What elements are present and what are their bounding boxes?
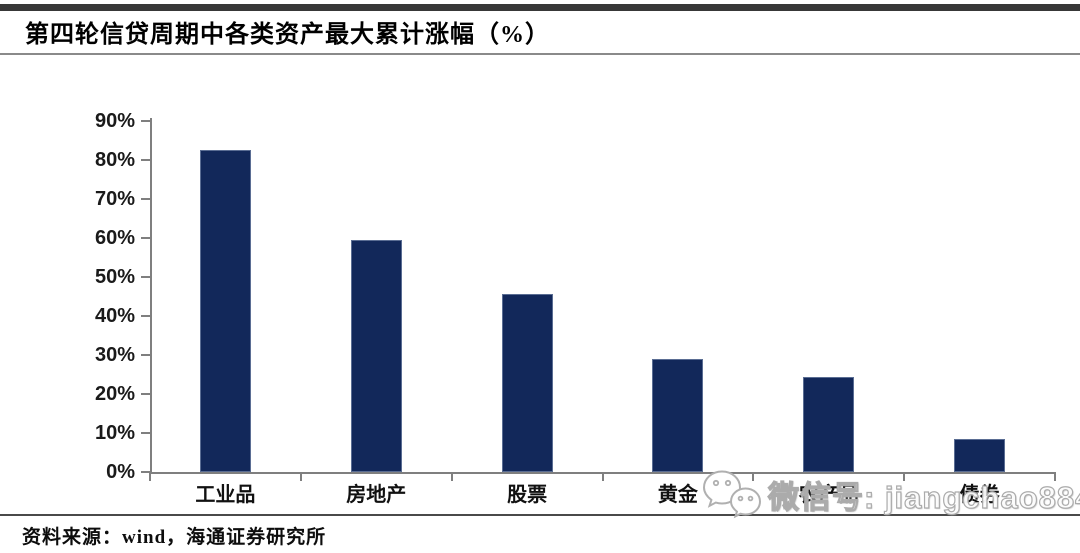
x-category-label: 房地产 <box>346 484 407 506</box>
x-category-label: 黄金 <box>657 484 698 506</box>
header-divider <box>0 53 1080 55</box>
x-axis-tick <box>752 472 755 481</box>
bar-债券 <box>954 439 1006 472</box>
y-tick-label: 10% <box>94 422 135 444</box>
y-tick-label: 50% <box>94 266 135 288</box>
y-axis-tick <box>141 120 150 122</box>
y-tick-label: 60% <box>94 227 135 249</box>
footer-divider <box>0 514 1080 516</box>
y-tick-label: 90% <box>94 110 135 132</box>
source-note: 资料来源：wind，海通证券研究所 <box>22 527 327 548</box>
y-axis-tick <box>141 159 150 161</box>
y-axis-tick <box>141 432 150 434</box>
y-tick-label: 40% <box>94 305 135 327</box>
bar-工业品 <box>199 150 251 472</box>
y-axis-tick <box>141 237 150 239</box>
x-axis-tick <box>903 472 906 481</box>
y-tick-label: 30% <box>94 344 135 366</box>
chart-title: 第四轮信贷周期中各类资产最大累计涨幅（%） <box>25 22 550 48</box>
x-category-label: 工业品 <box>195 484 256 506</box>
bar-农产品 <box>803 376 855 472</box>
x-axis-tick <box>450 472 453 481</box>
y-axis <box>150 118 152 473</box>
y-axis-tick <box>141 393 150 395</box>
bar-股票 <box>501 294 553 472</box>
x-category-label: 债券 <box>959 484 1000 506</box>
y-axis-tick <box>141 315 150 317</box>
bar-房地产 <box>350 239 402 472</box>
x-axis-tick <box>149 472 151 481</box>
x-axis-tick <box>299 472 302 481</box>
header-top-bar <box>0 4 1080 11</box>
x-category-label: 农产品 <box>798 484 859 506</box>
y-axis-tick <box>141 276 150 278</box>
x-axis-tick <box>1054 472 1056 481</box>
y-tick-label: 20% <box>94 383 135 405</box>
y-axis-tick <box>141 471 150 473</box>
bar-黄金 <box>652 359 704 472</box>
x-axis-tick <box>601 472 604 481</box>
y-tick-label: 0% <box>106 461 135 483</box>
y-tick-label: 70% <box>94 188 135 210</box>
y-tick-label: 80% <box>94 149 135 171</box>
x-category-label: 股票 <box>507 484 548 506</box>
y-axis-tick <box>141 354 150 356</box>
y-axis-tick <box>141 198 150 200</box>
